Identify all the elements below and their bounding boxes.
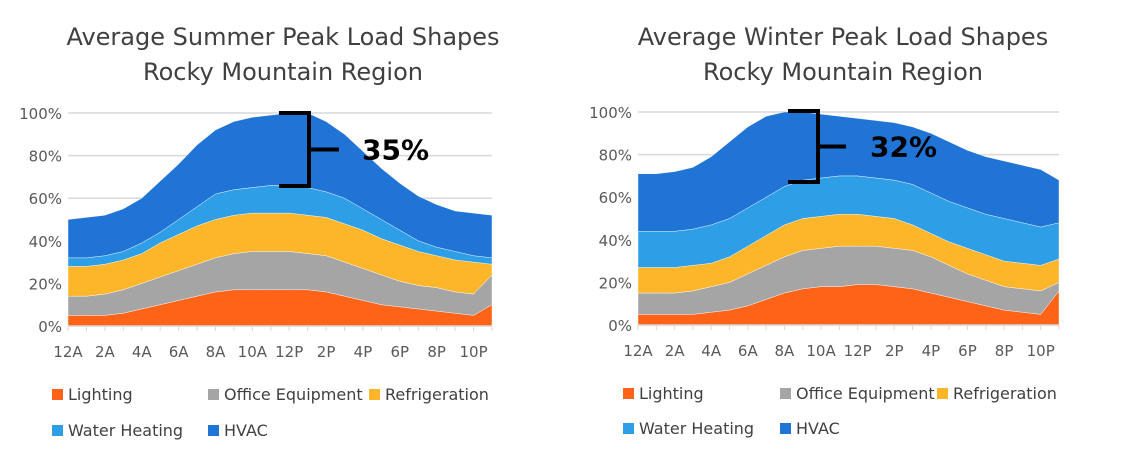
y-tick-label: 100% [19,105,62,123]
x-tick-label: 4P [922,342,941,360]
x-tick-label: 8P [995,342,1014,360]
x-tick-label: 6P [958,342,977,360]
legend-item: Lighting [52,385,133,404]
legend-item: HVAC [208,421,268,440]
x-tick-label: 6P [391,343,410,361]
x-tick-label: 2P [317,343,336,361]
bracket-annotation [279,111,339,188]
legend-label: Lighting [639,384,704,403]
legend-label: Water Heating [639,419,754,438]
x-tick-label: 8P [427,343,446,361]
y-tick-label: 60% [599,189,632,207]
x-tick-label: 4A [701,342,722,360]
x-tick-label: 6A [169,343,190,361]
legend-label: HVAC [796,419,840,438]
x-tick-label: 12A [53,343,83,361]
y-tick-label: 100% [589,104,632,122]
x-tick-label: 10P [1027,342,1055,360]
legend-swatch [369,389,380,400]
legend-label: Refrigeration [385,385,489,404]
x-tick-label: 4P [354,343,373,361]
legend-swatch [208,389,219,400]
chart-1: Average Winter Peak Load Shapes Rocky Mou… [589,23,1060,438]
chart-title-line: Rocky Mountain Region [143,58,423,86]
annotation-label: 35% [362,134,429,167]
y-tick-label: 20% [599,274,632,292]
legend-item: Office Equipment [208,385,363,404]
x-tick-label: 10A [806,342,836,360]
legend-item: Refrigeration [937,384,1057,403]
y-tick-label: 20% [29,275,62,293]
legend-item: HVAC [780,419,840,438]
legend-item: Office Equipment [780,384,935,403]
y-tick-label: 40% [599,232,632,250]
x-tick-label: 2A [95,343,116,361]
x-tick-label: 10P [459,343,487,361]
legend-swatch [780,388,791,399]
legend-item: Water Heating [52,421,183,440]
bracket-annotation [788,109,846,184]
y-tick-label: 80% [599,147,632,165]
legend-label: HVAC [224,421,268,440]
chart-title-line: Average Summer Peak Load Shapes [66,23,499,51]
x-tick-label: 2P [885,342,904,360]
legend-swatch [623,423,634,434]
x-tick-label: 12A [623,342,653,360]
legend-label: Refrigeration [953,384,1057,403]
legend-item: Refrigeration [369,385,489,404]
y-tick-label: 40% [29,233,62,251]
area-hvac [637,111,1060,232]
chart-title-line: Rocky Mountain Region [703,58,983,86]
x-tick-label: 8A [206,343,227,361]
legend-swatch [937,388,948,399]
legend-item: Lighting [623,384,704,403]
legend-label: Office Equipment [796,384,935,403]
legend-swatch [780,423,791,434]
y-tick-label: 0% [38,318,62,336]
x-tick-label: 12P [275,343,303,361]
legend-label: Water Heating [68,421,183,440]
x-tick-label: 12P [844,342,872,360]
legend-swatch [52,389,63,400]
y-tick-label: 80% [29,148,62,166]
legend-label: Office Equipment [224,385,363,404]
annotation-label: 32% [870,131,937,164]
x-tick-label: 6A [738,342,759,360]
legend-swatch [208,425,219,436]
x-tick-label: 8A [775,342,796,360]
legend-label: Lighting [68,385,133,404]
legend-swatch [52,425,63,436]
x-tick-label: 4A [132,343,153,361]
chart-title-line: Average Winter Peak Load Shapes [638,23,1048,51]
legend-swatch [623,388,634,399]
y-tick-label: 0% [608,317,632,335]
legend-item: Water Heating [623,419,754,438]
y-tick-label: 60% [29,190,62,208]
x-tick-label: 10A [238,343,268,361]
x-tick-label: 2A [665,342,686,360]
chart-0: Average Summer Peak Load Shapes Rocky Mou… [19,23,499,440]
